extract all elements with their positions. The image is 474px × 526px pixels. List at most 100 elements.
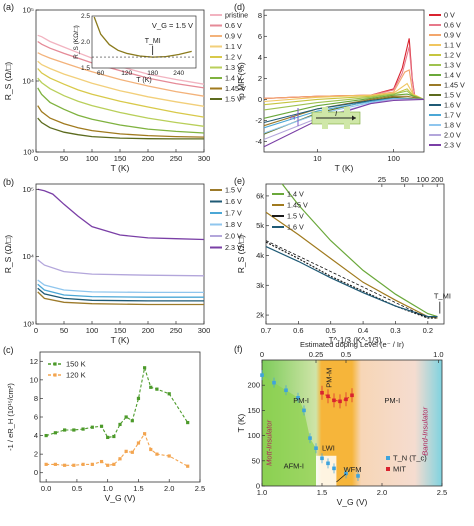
- panel-a-inset-xtick: 180: [147, 70, 158, 77]
- panel-e-top-tick-label: 200: [431, 175, 444, 184]
- panel-c-x-tick-label: 2.0: [164, 484, 174, 493]
- panel-f-x-tick-label: 1.0: [257, 488, 267, 497]
- panel-a-series-line: [37, 68, 205, 118]
- panel-c-y-tick-label: 8: [34, 394, 38, 403]
- panel-b-x-tick-label: 300: [198, 326, 211, 335]
- panel-e-y-tick-label: 3k: [256, 281, 264, 290]
- panel-e-y-tick-label: 5k: [256, 221, 264, 230]
- panel-d-ylabel: ip MR (%): [236, 62, 246, 100]
- panel-b-x-tick-label: 200: [142, 326, 155, 335]
- panel-c-point: [149, 447, 153, 452]
- panel-b-legend-label: 2.0 V: [225, 232, 242, 241]
- panel-c-point: [72, 463, 76, 467]
- panel-b-x-tick-label: 250: [170, 326, 183, 335]
- panel-e-x-tick-label: 0.5: [326, 326, 336, 335]
- panel-f-tn-point: [344, 471, 348, 476]
- panel-c-point: [167, 454, 171, 458]
- panel-b-legend-label: 1.8 V: [225, 220, 242, 229]
- panel-a-inset-ytick: 2.5: [81, 13, 90, 20]
- panel-c-point: [136, 396, 141, 401]
- panel-c-point: [53, 462, 57, 466]
- panel-d-xlabel: T (K): [335, 163, 354, 173]
- panel-a-series-line: [37, 60, 205, 107]
- panel-b-y-tick-label: 10⁵: [23, 185, 34, 194]
- panel-d-legend-label: 1.4 V: [444, 71, 461, 80]
- panel-c-legend-label: 150 K: [66, 360, 86, 369]
- panel-f-legend-marker: [386, 456, 390, 460]
- panel-f-region-label: WFM: [344, 465, 362, 474]
- panel-c-point: [90, 425, 94, 429]
- panel-f-region-label: PM-I: [293, 396, 309, 405]
- panel-c-frame: [39, 351, 201, 483]
- panel-a-series-line: [37, 87, 205, 134]
- panel-c-point: [149, 385, 153, 389]
- panel-d-legend-label: 2.3 V: [444, 141, 461, 150]
- panel-e-legend-label: 1.4 V: [287, 190, 304, 199]
- panel-f-lwi-region: [316, 455, 337, 486]
- panel-d-legend-label: 1.45 V: [444, 81, 465, 90]
- panel-f-region-label: LWI: [322, 444, 335, 453]
- panel-b-legend-label: 2.3 V: [225, 243, 242, 252]
- panel-d-current-arrowhead: [352, 115, 356, 121]
- panel-a-legend-label: 1.2 V: [225, 53, 242, 62]
- panel-f-mit-point: [344, 397, 348, 402]
- panel-c-point: [186, 420, 190, 425]
- panel-a-legend-label: 0.9 V: [225, 32, 242, 41]
- panel-d-legend-label: 0 V: [444, 11, 455, 20]
- panel-c-point: [99, 424, 104, 428]
- panel-c-y-tick-label: 4: [34, 431, 38, 440]
- panel-f-mit-point: [332, 398, 336, 403]
- panel-e-x-tick-label: 0.6: [293, 326, 303, 335]
- panel-e-y-tick-label: 6k: [256, 191, 264, 200]
- panel-f-wfm-arrow: [336, 473, 347, 483]
- panel-f-mit-point: [338, 399, 342, 404]
- panel-d-x-tick-label: 100: [387, 154, 400, 163]
- panel-c-y-tick-label: 2: [34, 450, 38, 459]
- panel-e-fit-line: [265, 240, 428, 319]
- panel-c-point: [63, 463, 67, 467]
- panel-f-tn-point: [314, 446, 318, 450]
- panel-b-x-tick-label: 150: [114, 326, 127, 335]
- panel-f-region-label: Mott-Insulator: [265, 419, 274, 465]
- panel-a-label: (a): [3, 2, 14, 12]
- panel-a-inset-ylabel: R_S (KΩ/□): [73, 25, 80, 59]
- panel-d-legend-label: 1.7 V: [444, 111, 461, 120]
- panel-e-top-tick-label: 50: [401, 175, 409, 184]
- panel-f-mit-point: [320, 390, 324, 395]
- panel-a-inset-frame: [91, 15, 197, 69]
- panel-c-y-tick-label: 6: [34, 413, 38, 422]
- panel-e-legend-label: 1.6 V: [287, 223, 304, 232]
- panel-e-x-tick-label: 0.3: [390, 326, 400, 335]
- panel-a-inset-xlabel: T (K): [136, 77, 151, 84]
- panel-f-mit-point: [326, 394, 330, 399]
- panel-a-inset-line: [93, 16, 192, 58]
- panel-e-top-tick-label: 100: [417, 175, 430, 184]
- panel-f-top-label: Estimated doping Level (e⁻ / Ir): [300, 340, 405, 349]
- panel-a-x-tick-label: 150: [114, 154, 127, 163]
- panel-f-x-tick-label: 2.0: [377, 488, 387, 497]
- panel-c-point: [186, 464, 190, 468]
- panel-b-frame: [35, 183, 205, 325]
- panel-f-region-label: Band-Insulator: [421, 406, 430, 455]
- panel-a-series-line: [37, 77, 205, 127]
- panel-a-inset-tmi: T_MI: [145, 38, 161, 45]
- panel-b-series-line: [37, 188, 205, 241]
- panel-f-xlabel: V_G (V): [337, 497, 368, 507]
- panel-d-legend-label: 1.5 V: [444, 91, 461, 100]
- panel-c-point: [143, 366, 147, 370]
- panel-d-legend-label: 1.8 V: [444, 121, 461, 130]
- panel-f-tn-point: [260, 373, 264, 377]
- panel-d-series-line: [263, 98, 425, 148]
- panel-e-series-line: [265, 246, 438, 318]
- panel-b-series-line: [37, 283, 204, 298]
- panel-f-tn-point: [356, 474, 360, 478]
- panel-f-top-tick-label: 1.0: [433, 350, 443, 359]
- panel-f-top-tick-label: 0: [260, 350, 264, 359]
- panel-a-legend-label: 0.6 V: [225, 21, 242, 30]
- panel-b-series-line: [37, 291, 204, 306]
- panel-a-inset-xtick: 60: [97, 70, 105, 77]
- panel-a-y-tick-label: 10³: [23, 148, 34, 157]
- panel-a-x-tick-label: 250: [170, 154, 183, 163]
- panel-c-x-tick-label: 0.5: [72, 484, 82, 493]
- panel-e-ylabel: R_S (Ω/□): [236, 235, 246, 274]
